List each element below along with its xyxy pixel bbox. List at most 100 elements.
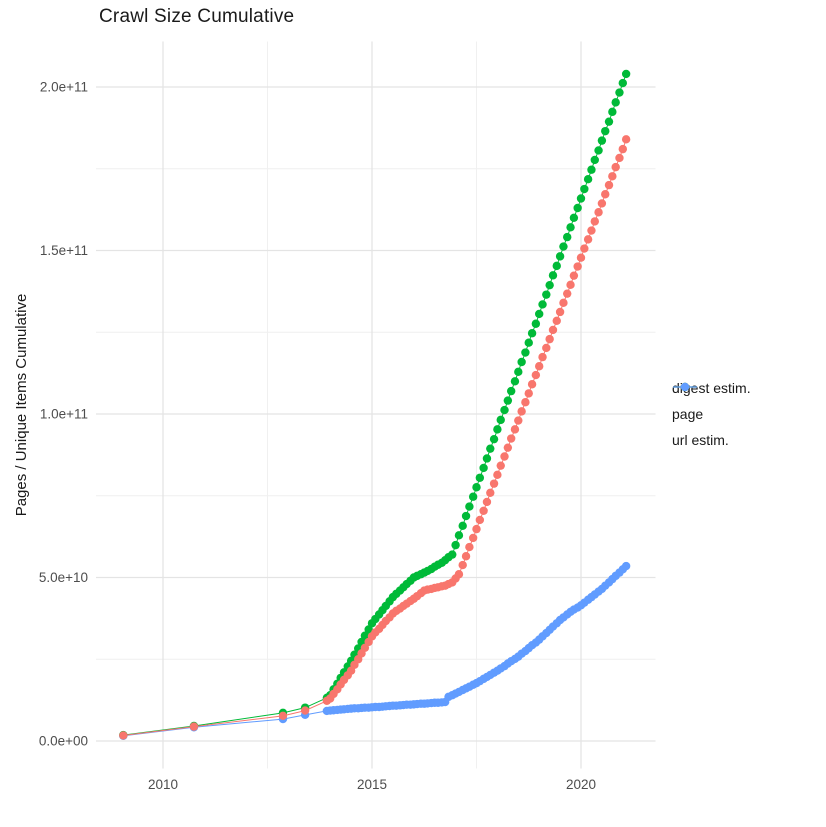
data-point: [601, 126, 610, 136]
data-point: [621, 135, 631, 144]
data-point: [552, 261, 561, 271]
data-point: [573, 262, 582, 271]
x-tick-label: 2015: [357, 777, 387, 792]
y-tick-label: 5.0e+10: [39, 570, 88, 585]
data-point: [527, 380, 537, 389]
data-point: [448, 550, 457, 559]
data-point: [569, 213, 579, 222]
data-point: [576, 194, 586, 203]
data-point: [611, 98, 620, 107]
data-point: [545, 280, 554, 290]
data-point: [458, 521, 467, 531]
data-point: [555, 307, 565, 317]
data-point: [615, 153, 624, 163]
data-point: [503, 396, 513, 405]
y-tick-label: 1.5e+11: [40, 243, 88, 258]
data-point: [559, 242, 568, 251]
data-point: [583, 235, 593, 244]
legend-item-url-estim: url estim.: [672, 382, 751, 448]
data-point: [300, 706, 310, 715]
data-point: [580, 184, 589, 194]
data-point: [521, 348, 530, 357]
data-point: [482, 454, 492, 463]
data-point: [601, 190, 610, 199]
y-tick-label: 2.0e+11: [40, 80, 88, 95]
data-point: [527, 329, 537, 338]
data-point: [604, 117, 614, 126]
data-point: [597, 199, 607, 208]
data-point: [486, 444, 495, 453]
data-point: [587, 165, 596, 174]
data-point: [604, 180, 614, 190]
data-point: [486, 488, 495, 498]
data-point: [587, 226, 596, 235]
data-point: [621, 69, 631, 79]
legend-label: page: [672, 406, 704, 422]
data-point: [493, 470, 502, 480]
series-digest-estim-: [119, 135, 631, 740]
chart-title: Crawl Size Cumulative: [99, 6, 295, 27]
data-point: [493, 425, 502, 434]
data-point: [618, 78, 627, 88]
data-point: [611, 162, 620, 172]
data-point: [542, 290, 551, 299]
data-point: [531, 319, 541, 328]
x-axis-tick-labels: 2010 2015 2020: [148, 777, 596, 792]
data-point: [119, 731, 128, 740]
data-point: [621, 561, 631, 571]
data-point: [608, 172, 617, 181]
data-point: [503, 443, 513, 452]
data-point: [465, 542, 474, 552]
data-point: [552, 316, 561, 326]
data-point: [535, 362, 544, 371]
data-point: [590, 217, 599, 226]
data-point: [475, 515, 485, 525]
data-point: [538, 352, 547, 362]
data-point: [583, 175, 593, 184]
data-point: [548, 325, 558, 335]
data-point: [545, 334, 554, 344]
data-point: [576, 253, 586, 262]
data-point: [510, 425, 520, 434]
data-point: [590, 155, 599, 165]
data-point: [510, 377, 520, 386]
legend-label: digest estim.: [672, 380, 751, 396]
data-point: [489, 434, 499, 444]
data-point: [189, 722, 199, 731]
data-point: [548, 271, 558, 280]
y-tick-label: 0.0e+00: [39, 734, 88, 749]
data-point: [566, 280, 575, 290]
data-point: [465, 502, 474, 511]
data-point: [461, 552, 471, 561]
data-point: [524, 389, 533, 398]
data-point: [514, 367, 523, 377]
data-point: [468, 533, 478, 543]
data-point: [535, 309, 544, 319]
data-point: [531, 370, 541, 380]
data-point: [517, 357, 526, 367]
data-point: [542, 343, 551, 353]
legend-item-page: page: [672, 382, 751, 422]
data-point: [461, 511, 471, 521]
x-tick-label: 2020: [566, 777, 596, 792]
data-point: [517, 407, 526, 416]
data-point: [475, 473, 485, 482]
data-point: [580, 244, 589, 253]
data-point: [360, 631, 370, 640]
data-point: [489, 479, 499, 488]
data-point: [569, 271, 579, 280]
data-point: [524, 338, 533, 347]
data-point: [454, 531, 464, 540]
data-point: [594, 208, 603, 217]
data-point: [500, 452, 509, 461]
data-point: [451, 540, 460, 550]
data-point: [479, 506, 488, 515]
y-tick-label: 1.0e+11: [40, 407, 88, 422]
data-point: [506, 434, 516, 443]
data-point: [514, 416, 523, 425]
data-point: [555, 252, 565, 261]
data-point: [559, 298, 568, 308]
data-point: [364, 625, 373, 634]
data-point: [482, 497, 492, 507]
